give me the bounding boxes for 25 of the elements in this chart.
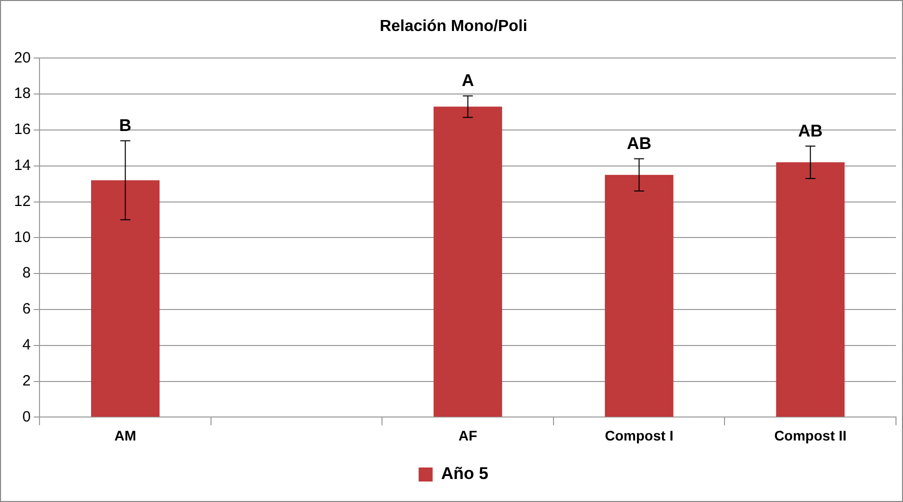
x-tick-label: AM bbox=[114, 427, 136, 444]
y-tick-label: 14 bbox=[14, 157, 31, 174]
y-tick-label: 4 bbox=[22, 336, 31, 354]
x-tick-label: Compost II bbox=[774, 427, 847, 444]
annotation: AB bbox=[798, 121, 823, 140]
x-tick-label: AF bbox=[458, 427, 478, 444]
y-tick-label: 6 bbox=[22, 300, 31, 318]
legend-label: Año 5 bbox=[441, 464, 488, 484]
y-tick-label: 2 bbox=[22, 372, 31, 390]
y-tick-label: 16 bbox=[14, 121, 31, 138]
chart-title: Relación Mono/Poli bbox=[380, 18, 528, 36]
bar bbox=[434, 106, 502, 417]
bar bbox=[604, 174, 674, 417]
y-tick-label: 0 bbox=[22, 408, 31, 426]
annotation: AB bbox=[626, 134, 652, 153]
bar bbox=[91, 180, 160, 417]
annotation: B bbox=[119, 116, 132, 135]
y-tick-label: 20 bbox=[14, 49, 31, 66]
y-tick-label: 18 bbox=[14, 85, 31, 102]
y-tick-label: 10 bbox=[14, 228, 31, 246]
y-tick-label: 12 bbox=[14, 192, 31, 210]
bar bbox=[776, 162, 845, 417]
y-tick-label: 8 bbox=[22, 264, 31, 282]
x-tick-label: Compost I bbox=[604, 427, 674, 444]
annotation: A bbox=[462, 71, 474, 90]
